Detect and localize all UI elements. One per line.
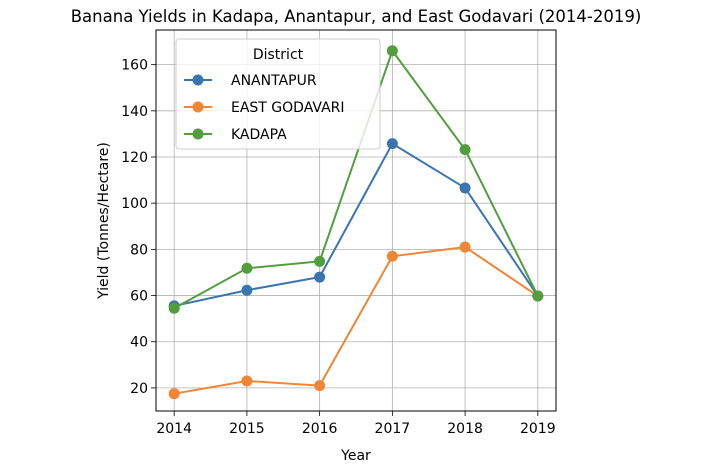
y-tick-label: 120 bbox=[121, 150, 148, 166]
y-tick-label: 160 bbox=[121, 58, 148, 74]
data-point bbox=[386, 250, 398, 262]
y-tick-label: 80 bbox=[130, 242, 148, 258]
data-point bbox=[459, 144, 471, 156]
plot-area bbox=[155, 29, 557, 412]
data-point bbox=[386, 45, 398, 57]
data-point bbox=[314, 255, 326, 267]
series-layer bbox=[168, 45, 544, 400]
legend-entry: KADAPA bbox=[184, 127, 287, 143]
data-point bbox=[532, 290, 544, 302]
legend-marker bbox=[192, 74, 204, 86]
x-axis: 2014 2015 2016 2017 2018 2019 bbox=[156, 411, 556, 437]
x-tick-label: 2018 bbox=[447, 421, 483, 437]
data-point bbox=[168, 302, 180, 314]
x-tick-label: 2015 bbox=[229, 421, 265, 437]
data-point bbox=[459, 241, 471, 253]
chart-title: Banana Yields in Kadapa, Anantapur, and … bbox=[71, 7, 642, 26]
data-point bbox=[314, 380, 326, 392]
legend: District ANANTAPUR EAST GODAVARI KADAPA bbox=[175, 38, 381, 150]
y-axis: 20 40 60 80 100 120 140 160 bbox=[121, 58, 156, 397]
y-axis-label: Yield (Tonnes/Hectare) bbox=[96, 142, 112, 300]
data-point bbox=[241, 284, 253, 296]
data-point bbox=[386, 138, 398, 150]
legend-box bbox=[175, 38, 381, 150]
data-point bbox=[314, 271, 326, 283]
legend-entry: ANANTAPUR bbox=[184, 73, 317, 89]
x-tick-label: 2019 bbox=[520, 421, 556, 437]
legend-title: District bbox=[253, 47, 304, 63]
x-tick-label: 2017 bbox=[375, 421, 411, 437]
series-line bbox=[174, 246, 539, 395]
legend-label: KADAPA bbox=[231, 127, 287, 143]
data-point bbox=[459, 182, 471, 194]
y-tick-label: 140 bbox=[121, 104, 148, 120]
legend-marker bbox=[192, 128, 204, 140]
data-point bbox=[168, 388, 180, 400]
series-east-godavari bbox=[168, 241, 544, 400]
x-tick-label: 2014 bbox=[156, 421, 192, 437]
legend-label: EAST GODAVARI bbox=[231, 100, 345, 116]
x-axis-label: Year bbox=[340, 448, 371, 464]
legend-entries: ANANTAPUR EAST GODAVARI KADAPA bbox=[184, 73, 345, 143]
y-tick-label: 40 bbox=[130, 335, 148, 351]
series-kadapa bbox=[168, 45, 544, 314]
y-tick-label: 60 bbox=[130, 289, 148, 305]
legend-marker bbox=[192, 101, 204, 113]
legend-entry: EAST GODAVARI bbox=[184, 100, 345, 116]
series-anantapur bbox=[168, 138, 544, 312]
data-point bbox=[241, 375, 253, 387]
data-point bbox=[241, 262, 253, 274]
series-line bbox=[173, 142, 539, 307]
y-tick-label: 20 bbox=[130, 381, 148, 397]
series-line bbox=[173, 48, 539, 310]
x-tick-label: 2016 bbox=[302, 421, 338, 437]
y-tick-label: 100 bbox=[121, 196, 148, 212]
legend-label: ANANTAPUR bbox=[231, 73, 317, 89]
